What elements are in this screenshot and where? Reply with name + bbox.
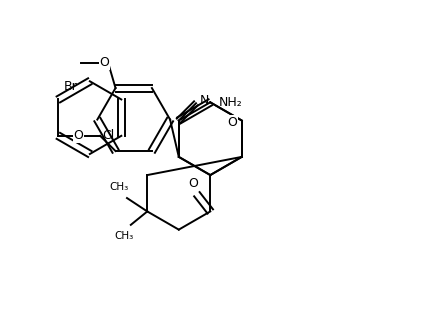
Text: Br: Br xyxy=(64,79,78,93)
Text: CH₃: CH₃ xyxy=(115,231,134,241)
Text: NH₂: NH₂ xyxy=(219,96,242,109)
Text: O: O xyxy=(188,177,198,190)
Text: O: O xyxy=(100,56,110,69)
Text: Cl: Cl xyxy=(102,129,114,142)
Text: O: O xyxy=(73,129,83,142)
Text: N: N xyxy=(200,94,209,108)
Text: CH₃: CH₃ xyxy=(109,182,128,192)
Text: O: O xyxy=(227,116,237,129)
